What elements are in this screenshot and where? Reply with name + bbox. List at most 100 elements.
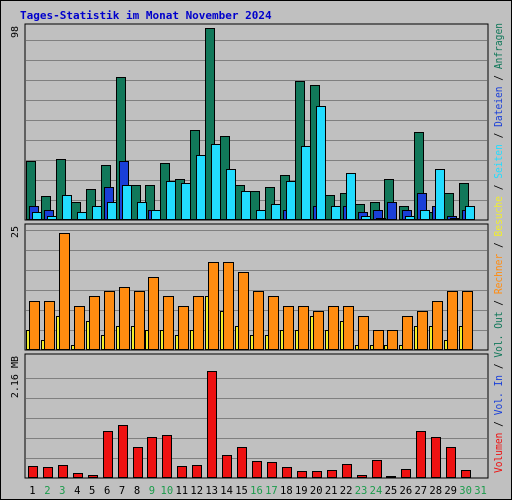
panel-requests: 98 [10,23,489,221]
day-label: 15 [235,485,248,497]
side-legend-part: / [493,236,505,253]
day-label: 17 [265,485,278,497]
day-label: 27 [414,485,427,497]
day-label: 18 [280,485,293,497]
bar-volumen-day-18 [282,467,292,478]
gridlines [26,230,487,331]
day-label: 14 [220,485,233,497]
panel-visits: 25 [10,223,489,351]
side-legend-part: Rechner [493,254,505,294]
panel-volume: 2.16 MB [10,353,489,479]
panel-max-label: 2.16 MB [10,356,21,398]
bar-seiten-day-17 [271,204,281,220]
day-label: 29 [444,485,457,497]
bar-volumen-day-16 [252,461,262,478]
bar-seiten-day-12 [196,155,206,220]
bar-seiten-day-9 [151,210,161,220]
bar-volumen-day-5 [88,475,98,478]
bar-volumen-day-8 [133,447,143,478]
bar-anfragen-day-13 [205,28,215,220]
bar-volumen-day-10 [162,435,172,478]
bar-volumen-day-21 [327,470,337,478]
bar-seiten-day-28 [435,169,445,220]
bar-rechner-day-30 [462,291,473,350]
bar-anfragen-day-29 [444,193,454,220]
bar-rechner-day-22 [343,306,354,350]
bar-rechner-day-15 [238,272,249,350]
bar-volumen-day-17 [267,462,277,478]
side-legend-label: Volumen / Vol. In / Vol. Out / Rechner /… [493,23,505,473]
bar-rechner-day-20 [313,311,324,350]
day-label: 30 [459,485,472,497]
bar-volumen-day-14 [222,455,232,478]
bar-seiten-day-2 [47,216,57,220]
bar-volumen-day-26 [401,469,411,478]
bar-rechner-day-29 [447,291,458,350]
bar-rechner-day-26 [402,316,413,350]
bar-volumen-day-25 [386,476,396,478]
side-legend-part: Dateien [493,86,505,126]
day-label: 9 [149,485,155,497]
side-legend-part: / [493,179,505,196]
bar-rechner-day-8 [134,291,145,350]
bar-seiten-day-7 [122,185,132,220]
panel-max-label: 25 [10,226,21,238]
bar-volumen-day-12 [192,465,202,478]
bar-volumen-day-2 [43,467,53,478]
bar-rechner-day-28 [432,301,443,350]
bar-seiten-day-6 [107,202,117,220]
bar-rechner-day-1 [29,301,40,350]
day-label: 8 [134,485,140,497]
bar-rechner-day-17 [268,296,279,350]
day-label: 16 [250,485,263,497]
bar-volumen-day-11 [177,466,187,478]
bar-rechner-day-23 [358,316,369,350]
bars-volume [28,371,471,478]
bar-volumen-day-13 [207,371,217,478]
bar-volumen-day-23 [357,475,367,478]
day-label: 7 [119,485,125,497]
side-legend-part: / [493,69,505,86]
side-legend-part: Volumen [493,433,505,473]
bars-visits [26,233,473,350]
bar-rechner-day-21 [328,306,339,350]
day-label: 5 [89,485,95,497]
bar-rechner-day-11 [178,306,189,350]
day-label: 2 [44,485,50,497]
side-legend-part: / [493,415,505,432]
bar-rechner-day-25 [387,330,398,350]
bar-rechner-day-3 [59,233,70,350]
bar-rechner-day-7 [119,287,130,350]
bar-dateien-day-25 [387,202,397,220]
day-label: 11 [175,485,188,497]
bar-volumen-day-27 [416,431,426,478]
bar-volumen-day-6 [103,431,113,478]
bar-seiten-day-14 [226,169,236,220]
bar-volumen-day-24 [372,460,382,478]
chart-title: Tages-Statistik im Monat November 2024 [20,9,272,22]
day-label: 4 [74,485,80,497]
day-labels: 1 2 3 4 5 6 7 8 9 10 11 12 13 14 15 16 17 18 19 20 21 22 23 24 2… [29,485,487,497]
bar-rechner-day-14 [223,262,234,350]
bar-seiten-day-15 [241,191,251,220]
day-label: 19 [295,485,308,497]
bar-volumen-day-1 [28,466,38,478]
bar-volumen-day-7 [118,425,128,478]
bar-rechner-day-2 [44,301,55,350]
day-label: 3 [59,485,65,497]
bar-volumen-day-30 [461,470,471,478]
side-legend-part: Anfragen [493,23,505,69]
gridlines [26,378,487,459]
bar-seiten-day-19 [301,146,311,220]
day-label: 6 [104,485,110,497]
bar-seiten-day-21 [331,206,341,220]
day-label: 23 [355,485,368,497]
bar-seiten-day-3 [62,195,72,220]
side-legend-part: Vol. In [493,375,505,415]
bar-seiten-day-30 [465,206,475,220]
side-legend-part: / [493,127,505,144]
day-label: 22 [340,485,353,497]
bar-rechner-day-5 [89,296,100,350]
day-label: 21 [325,485,338,497]
